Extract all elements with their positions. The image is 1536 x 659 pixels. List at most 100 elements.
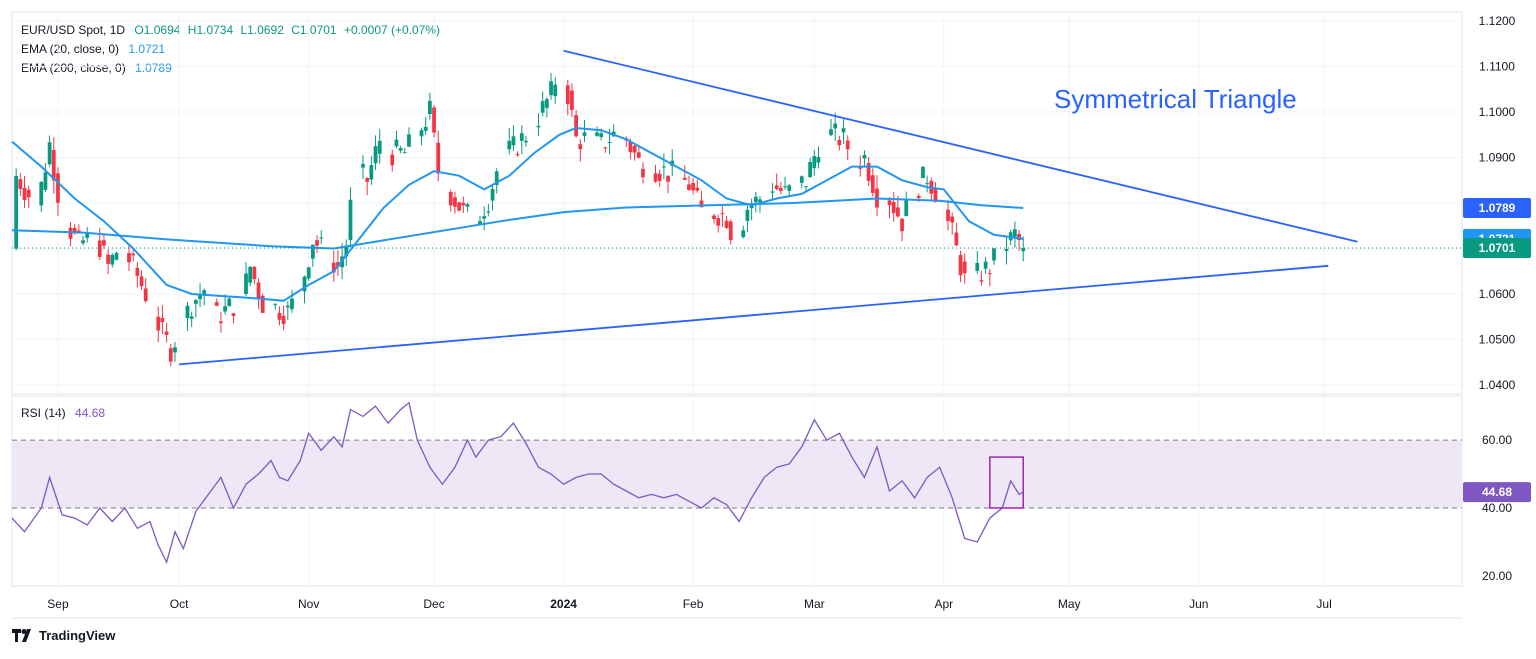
ema200-value: 1.0789 [135,61,172,75]
candle-body [975,262,980,271]
candle-body [787,185,792,191]
candle-body [946,209,950,221]
price-tick-label: 1.1000 [1479,105,1516,119]
rsi-last-value-tag [1463,482,1531,503]
candle-body [507,140,512,150]
candle-body [699,200,704,208]
candle-body [950,216,955,223]
candle-body [724,220,729,228]
candle-body [962,261,967,274]
candle-body [164,331,169,335]
ema20-label: EMA (20, close, 0) [21,42,120,56]
candle-body [390,154,395,166]
time-tick-label: Jun [1189,597,1208,611]
candle-body [310,244,315,259]
candle-body [402,152,407,154]
price-tick-label: 1.0400 [1479,378,1516,392]
candle-body [987,273,992,275]
candle-body [1017,233,1021,240]
candle-body [549,81,553,96]
candle-body [716,218,721,226]
candle-body [394,139,399,147]
candle-body [565,85,570,105]
candle-body [515,154,520,156]
candle-body [81,240,85,244]
ema200-line [11,197,1024,250]
triangle-lower-trendline [179,264,1329,366]
candle-body [1013,229,1017,237]
candle-body [344,246,349,257]
candle-body [315,240,319,246]
candle-body [173,347,177,353]
candle-body [131,253,136,256]
ema200-legend[interactable]: EMA (200, close, 0) 1.0789 [21,59,172,77]
candle-body [419,130,424,137]
candle-body [891,201,896,214]
price-tag [1463,238,1531,259]
candle-body [306,267,311,279]
candle-body [749,205,754,209]
candle-body [373,146,378,164]
candle-body [185,305,190,319]
candle-body [281,315,286,325]
candle-body [603,147,608,149]
candle-body [436,142,441,174]
candle-body [774,185,779,189]
candle-body [574,115,579,137]
candle-body [244,273,248,294]
candle-body [448,191,453,206]
price-tick-label: 1.1100 [1479,60,1515,74]
rsi-tick-label: 20.00 [1482,569,1512,583]
candle-body [18,179,23,190]
time-tick-label: Apr [935,597,954,611]
candle-body [461,202,466,206]
chart-header: EUR/USD Spot, 1D O1.0694 H1.0734 L1.0692… [21,21,440,39]
candle-body [540,101,545,113]
candle-body [833,123,838,129]
rsi-legend[interactable]: RSI (14) 44.68 [21,404,105,422]
rsi-band [12,440,1462,508]
candle-body [478,221,482,225]
candle-body [916,195,921,198]
candle-body [260,295,265,313]
candle-body [198,295,202,300]
candle-body [319,237,324,239]
price-tick-label: 1.0900 [1479,151,1516,165]
candle-body [85,231,90,238]
candle-body [536,125,541,128]
candle-body [494,171,499,185]
candle-body [76,230,81,232]
candle-body [682,177,687,180]
candle-body [189,316,194,319]
candle-body [256,282,261,299]
candle-body [695,187,700,191]
candle-body [870,175,875,193]
time-tick-label: Feb [683,597,704,611]
candle-body [687,184,691,190]
candle-body [866,163,871,181]
candle-body [331,262,336,273]
triangle-upper-trendline [563,49,1358,243]
candle-body [423,126,428,131]
tradingview-logo[interactable]: TradingView [12,628,115,643]
candle-body [465,204,470,207]
ema200-label: EMA (200, close, 0) [21,61,126,75]
candle-body [193,300,198,304]
candle-body [39,182,44,206]
candle-body [285,305,290,308]
candle-body [486,211,491,213]
candle-body [231,313,236,316]
ema20-legend[interactable]: EMA (20, close, 0) 1.0721 [21,40,165,58]
candle-body [829,129,833,136]
candle-body [862,155,867,159]
candle-body [398,148,403,151]
ohlc-change: +0.0007 (+0.07%) [343,23,441,37]
candle-body [519,133,524,141]
price-tag-text: 1.0789 [1479,201,1516,215]
time-tick-label: Oct [170,597,189,611]
ohlc-close: C1.0701 [291,23,337,37]
candle-body [837,140,842,146]
candle-body [114,252,119,260]
price-tick-label: 1.0600 [1479,287,1516,301]
